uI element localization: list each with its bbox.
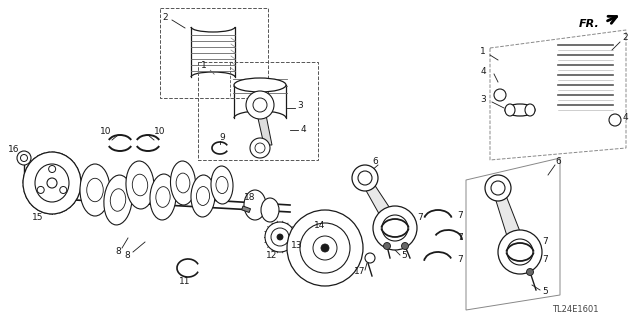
Ellipse shape bbox=[132, 174, 148, 196]
Ellipse shape bbox=[211, 166, 233, 204]
Text: 10: 10 bbox=[100, 128, 112, 137]
Circle shape bbox=[321, 244, 329, 252]
Ellipse shape bbox=[23, 152, 81, 214]
Text: 4: 4 bbox=[622, 114, 628, 122]
Text: FR.: FR. bbox=[579, 19, 600, 29]
Circle shape bbox=[17, 151, 31, 165]
Text: 4: 4 bbox=[480, 68, 486, 77]
Text: 1: 1 bbox=[201, 62, 207, 70]
Text: 11: 11 bbox=[179, 278, 191, 286]
Text: 7: 7 bbox=[542, 256, 548, 264]
Text: 8: 8 bbox=[124, 250, 130, 259]
Polygon shape bbox=[492, 188, 528, 252]
Circle shape bbox=[609, 114, 621, 126]
Circle shape bbox=[358, 171, 372, 185]
Text: 7: 7 bbox=[457, 234, 463, 242]
Text: 7: 7 bbox=[542, 238, 548, 247]
Text: 16: 16 bbox=[8, 145, 20, 154]
Ellipse shape bbox=[191, 175, 215, 217]
Bar bbox=[242, 206, 250, 212]
Circle shape bbox=[494, 89, 506, 101]
Circle shape bbox=[498, 230, 542, 274]
Text: 2: 2 bbox=[162, 13, 168, 23]
Circle shape bbox=[250, 138, 270, 158]
Text: 3: 3 bbox=[480, 95, 486, 105]
Ellipse shape bbox=[126, 161, 154, 209]
Ellipse shape bbox=[244, 190, 266, 220]
Ellipse shape bbox=[87, 178, 103, 202]
Circle shape bbox=[271, 228, 289, 246]
Text: 6: 6 bbox=[555, 158, 561, 167]
Ellipse shape bbox=[525, 104, 535, 116]
Circle shape bbox=[527, 269, 534, 276]
Bar bbox=[160, 8, 268, 98]
Text: 3: 3 bbox=[297, 100, 303, 109]
Circle shape bbox=[507, 239, 533, 265]
Circle shape bbox=[485, 175, 511, 201]
Ellipse shape bbox=[505, 104, 535, 116]
Text: 1: 1 bbox=[480, 48, 486, 56]
Text: 9: 9 bbox=[219, 133, 225, 143]
Ellipse shape bbox=[261, 198, 279, 222]
Circle shape bbox=[253, 98, 267, 112]
Circle shape bbox=[491, 181, 505, 195]
Circle shape bbox=[373, 206, 417, 250]
Text: 7: 7 bbox=[457, 211, 463, 219]
Circle shape bbox=[265, 222, 295, 252]
Text: 10: 10 bbox=[154, 128, 166, 137]
Text: 18: 18 bbox=[244, 194, 256, 203]
Circle shape bbox=[37, 186, 44, 193]
Circle shape bbox=[277, 234, 283, 240]
Circle shape bbox=[49, 166, 56, 173]
Text: 8: 8 bbox=[115, 248, 121, 256]
Text: 14: 14 bbox=[314, 221, 326, 231]
Text: 13: 13 bbox=[291, 241, 303, 249]
Circle shape bbox=[383, 242, 390, 249]
Ellipse shape bbox=[104, 175, 132, 225]
Ellipse shape bbox=[196, 187, 210, 205]
Circle shape bbox=[382, 215, 408, 241]
Text: TL24E1601: TL24E1601 bbox=[552, 306, 598, 315]
Text: 4: 4 bbox=[300, 125, 306, 135]
Circle shape bbox=[47, 178, 57, 188]
Circle shape bbox=[60, 187, 67, 194]
Bar bbox=[198, 62, 318, 160]
Circle shape bbox=[313, 236, 337, 260]
Text: 5: 5 bbox=[542, 287, 548, 296]
Text: 12: 12 bbox=[266, 251, 278, 261]
Circle shape bbox=[246, 91, 274, 119]
Text: 7: 7 bbox=[457, 256, 463, 264]
Circle shape bbox=[352, 165, 378, 191]
Ellipse shape bbox=[176, 173, 190, 193]
Text: 17: 17 bbox=[355, 268, 365, 277]
Text: 7: 7 bbox=[417, 213, 423, 222]
Text: 6: 6 bbox=[372, 158, 378, 167]
Ellipse shape bbox=[110, 189, 125, 211]
Ellipse shape bbox=[156, 187, 170, 207]
Circle shape bbox=[255, 143, 265, 153]
Polygon shape bbox=[255, 105, 272, 145]
Ellipse shape bbox=[80, 164, 110, 216]
Circle shape bbox=[401, 242, 408, 249]
Circle shape bbox=[20, 154, 28, 161]
Ellipse shape bbox=[505, 104, 515, 116]
Circle shape bbox=[300, 223, 350, 273]
Text: 15: 15 bbox=[32, 213, 44, 222]
Ellipse shape bbox=[150, 174, 176, 220]
Text: 2: 2 bbox=[622, 33, 628, 42]
Ellipse shape bbox=[35, 164, 69, 202]
Ellipse shape bbox=[234, 78, 286, 92]
Ellipse shape bbox=[170, 161, 195, 205]
Text: 5: 5 bbox=[401, 250, 407, 259]
Polygon shape bbox=[359, 178, 403, 228]
Circle shape bbox=[365, 253, 375, 263]
Ellipse shape bbox=[216, 176, 228, 194]
Circle shape bbox=[287, 210, 363, 286]
